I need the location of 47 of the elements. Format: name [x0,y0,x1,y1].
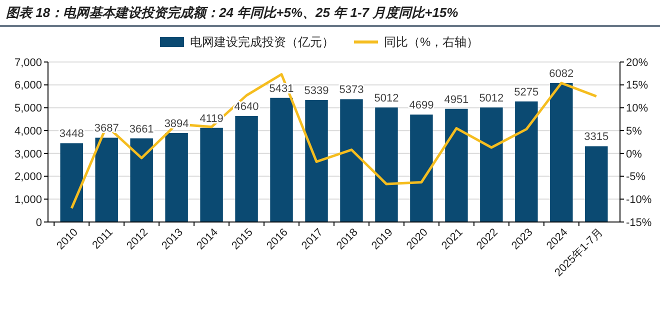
bar [60,143,83,222]
y-tick-label: 0 [36,216,42,229]
data-label: 5373 [339,84,364,96]
bar [95,138,118,222]
bar [130,138,153,222]
bar [410,114,433,222]
y2-tick-label: -5% [626,171,646,184]
bar [515,101,538,222]
y2-tick-label: 20% [626,56,648,69]
data-label: 4699 [409,100,434,112]
y2-tick-label: 15% [626,80,648,92]
data-label: 4640 [234,100,259,113]
y-tick-label: 6,000 [14,80,42,92]
bar [480,107,503,222]
y-tick-label: 7,000 [14,56,42,69]
data-label: 5012 [374,92,399,104]
data-label: 5275 [514,86,539,98]
bar [200,128,223,222]
bar [445,108,468,222]
bar [235,116,258,222]
data-label: 5339 [304,84,329,97]
bar [165,132,188,222]
bar [375,107,398,222]
data-label: 3448 [59,128,84,140]
y-tick-label: 4,000 [14,125,42,138]
y-tick-label: 3,000 [14,148,42,160]
bar [550,82,573,222]
y-tick-label: 1,000 [14,194,42,206]
y-tick-label: 2,000 [14,171,42,184]
y2-tick-label: 0% [626,148,642,160]
bar [585,146,608,222]
bar [305,100,328,222]
bar [340,99,363,222]
y2-tick-label: 5% [626,125,642,138]
bar [270,98,293,222]
data-label: 3315 [584,131,609,144]
y2-tick-label: -10% [626,194,652,206]
data-label: 5012 [479,92,504,104]
data-label: 3661 [129,123,154,136]
data-label: 6082 [549,68,574,80]
y2-tick-label: 10% [626,102,648,115]
chart-title: 图表 18：电网基本建设投资完成额：24 年同比+5%、25 年 1-7 月度同比+15% [6,5,459,20]
data-label: 4951 [444,94,469,106]
y2-tick-label: -15% [626,216,652,229]
y-tick-label: 5,000 [14,102,42,115]
legend-label: 同比（%，右轴） [384,35,479,50]
legend-label: 电网建设完成投资（亿元） [190,35,334,50]
